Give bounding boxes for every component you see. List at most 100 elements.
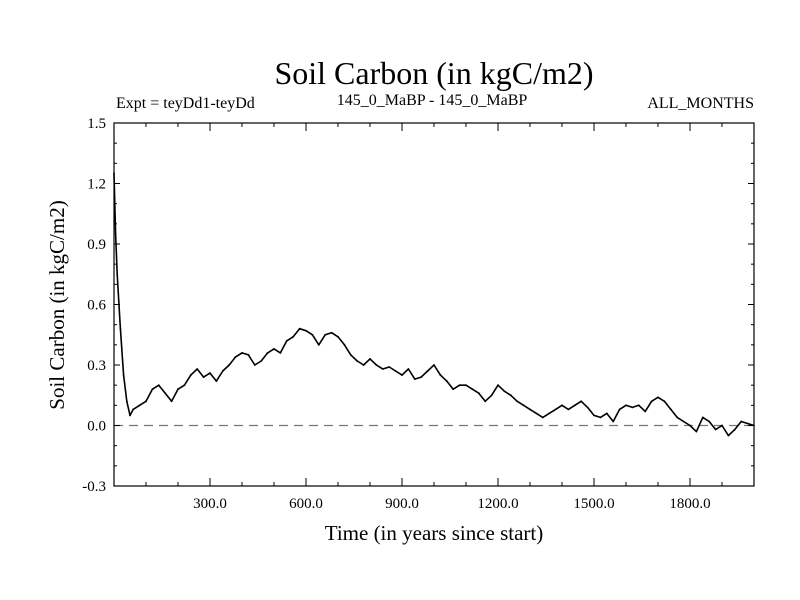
y-tick-label: 0.0 xyxy=(87,419,106,435)
data-point xyxy=(170,400,173,403)
subtitle-right: ALL_MONTHS xyxy=(647,95,754,112)
data-point xyxy=(714,428,717,431)
data-point xyxy=(116,273,119,276)
data-point xyxy=(701,416,704,419)
data-point xyxy=(125,400,128,403)
data-point xyxy=(426,370,429,372)
data-point xyxy=(695,430,698,433)
data-point xyxy=(580,400,583,403)
data-point xyxy=(669,408,672,411)
data-point xyxy=(746,422,749,425)
data-point xyxy=(253,364,256,366)
data-point xyxy=(413,378,416,381)
data-point xyxy=(548,412,551,415)
data-point xyxy=(631,406,634,409)
data-point xyxy=(452,388,455,391)
data-point xyxy=(138,404,141,407)
data-point xyxy=(689,424,691,427)
data-point xyxy=(541,416,544,419)
data-point xyxy=(503,390,506,393)
data-point xyxy=(260,360,263,362)
data-point xyxy=(433,364,435,366)
data-point xyxy=(349,354,352,356)
x-tick-label: 1200.0 xyxy=(477,496,518,512)
data-point xyxy=(241,352,243,354)
data-point xyxy=(273,347,275,350)
data-point xyxy=(324,333,327,336)
data-point xyxy=(637,404,640,407)
data-point xyxy=(509,394,512,397)
data-point xyxy=(740,420,743,423)
data-point xyxy=(477,392,480,395)
x-tick-label: 900.0 xyxy=(385,496,419,512)
data-point xyxy=(497,384,499,387)
data-point xyxy=(129,414,131,417)
plot-frame xyxy=(113,122,755,487)
data-point xyxy=(401,374,403,376)
data-point xyxy=(157,384,160,387)
data-point xyxy=(362,364,365,366)
data-point xyxy=(663,400,666,403)
data-point xyxy=(458,384,461,387)
data-point xyxy=(292,335,295,338)
data-point xyxy=(535,412,538,415)
data-point xyxy=(189,374,192,376)
data-point xyxy=(407,368,410,370)
data-point xyxy=(375,364,378,366)
data-point xyxy=(247,354,250,356)
data-point xyxy=(618,408,621,411)
data-point xyxy=(298,327,301,330)
data-point xyxy=(369,358,371,360)
data-point xyxy=(676,416,679,419)
data-point xyxy=(132,408,135,411)
y-tick-label: 0.6 xyxy=(87,298,106,314)
data-point xyxy=(554,408,557,411)
data-point xyxy=(612,420,615,423)
data-point xyxy=(164,392,167,395)
data-point xyxy=(733,428,736,431)
data-point xyxy=(708,420,711,423)
data-point xyxy=(573,404,576,407)
data-point xyxy=(151,388,154,391)
data-point xyxy=(682,420,685,423)
data-point xyxy=(228,364,231,366)
data-point xyxy=(439,374,442,376)
data-point xyxy=(202,376,205,378)
data-point xyxy=(266,352,269,354)
data-point xyxy=(465,384,467,387)
data-point xyxy=(522,404,525,407)
data-point xyxy=(516,400,519,403)
subtitle-left: Expt = teyDd1-teyDd xyxy=(116,95,255,112)
series-layer xyxy=(113,172,755,437)
data-point xyxy=(625,404,627,407)
subtitle-center: 145_0_MaBP - 145_0_MaBP xyxy=(337,92,528,109)
y-axis-label: Soil Carbon (in kgC/m2) xyxy=(45,200,69,409)
data-point xyxy=(122,374,125,376)
data-point xyxy=(279,352,282,354)
x-tick-label: 300.0 xyxy=(193,496,227,512)
tick-label-layer: -0.3 0.0 0.3 0.6 0.9 1.2 1.5 300.0 600.0 900.0 120… xyxy=(82,116,710,512)
y-tick-label: 1.5 xyxy=(87,116,106,132)
data-point xyxy=(644,410,647,413)
data-point xyxy=(471,388,474,391)
data-point xyxy=(337,335,339,338)
data-point xyxy=(215,380,218,383)
y-tick-label: 1.2 xyxy=(87,177,106,193)
y-tick-label: 0.3 xyxy=(87,358,106,374)
data-point xyxy=(650,400,653,403)
data-point xyxy=(356,360,359,362)
chart-title: Soil Carbon (in kgC/m2) xyxy=(274,55,593,91)
data-point xyxy=(561,404,563,407)
data-point xyxy=(330,331,333,334)
data-point xyxy=(599,416,602,419)
data-point xyxy=(484,400,487,403)
data-point xyxy=(305,329,307,332)
data-point xyxy=(727,434,730,437)
x-tick-label: 1800.0 xyxy=(669,496,710,512)
data-point xyxy=(605,412,608,415)
data-point xyxy=(145,400,147,403)
x-tick-label: 1500.0 xyxy=(573,496,614,512)
data-point xyxy=(221,370,224,372)
